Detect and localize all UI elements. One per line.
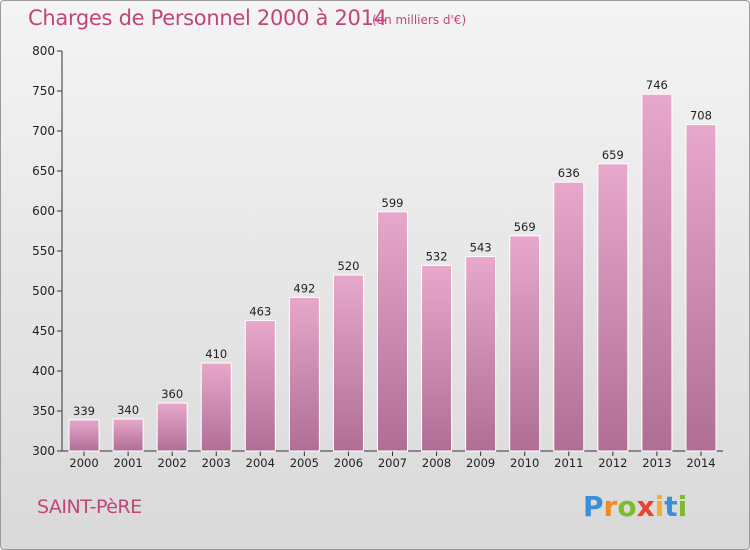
x-tick-label: 2012 [598, 456, 627, 470]
data-label: 360 [161, 387, 183, 401]
logo-letter: P [583, 490, 604, 523]
logo-letter: r [603, 490, 618, 523]
bars [68, 93, 717, 452]
bar [332, 274, 364, 452]
data-label: 599 [382, 196, 404, 210]
chart-title: Charges de Personnel 2000 à 2014 [28, 6, 387, 30]
y-tick-label: 450 [32, 324, 55, 338]
bar [112, 418, 144, 452]
y-tick-label: 350 [32, 404, 55, 418]
commune-name: SAINT-PèRE [37, 496, 142, 518]
data-label: 636 [558, 166, 580, 180]
bar [509, 235, 541, 452]
y-tick-label: 550 [32, 244, 55, 258]
logo-letter: t [664, 490, 678, 523]
logo-letter: x [636, 490, 655, 523]
y-tick-label: 500 [32, 284, 55, 298]
x-tick-label: 2010 [510, 456, 539, 470]
bar [200, 362, 232, 452]
labels: 339 2000 340 2001 360 2002 410 2003 463 2004 492 20… [69, 78, 715, 470]
chart-unit: (en milliers d'€) [372, 13, 467, 27]
bar [685, 124, 717, 452]
bar [641, 93, 673, 452]
data-label: 746 [646, 78, 668, 92]
data-label: 543 [470, 241, 492, 255]
y-tick-label: 300 [32, 444, 55, 458]
bar [421, 264, 453, 452]
y-tick-label: 800 [32, 44, 55, 58]
logo-letter: o [617, 490, 637, 523]
bar [377, 211, 408, 452]
data-label: 340 [117, 403, 139, 417]
data-label: 532 [426, 249, 448, 263]
proxiti-logo[interactable]: Proxiti [583, 490, 687, 523]
logo-letter: i [677, 490, 688, 523]
y-tick-label: 600 [32, 204, 55, 218]
x-tick-label: 2006 [334, 456, 363, 470]
bar [553, 181, 585, 452]
x-tick-label: 2007 [378, 456, 407, 470]
y-tick-label: 650 [32, 164, 55, 178]
data-label: 339 [73, 404, 95, 418]
x-tick-label: 2009 [466, 456, 495, 470]
data-label: 708 [690, 109, 712, 123]
x-tick-label: 2003 [202, 456, 231, 470]
data-label: 492 [293, 281, 315, 295]
data-label: 520 [337, 259, 359, 273]
bar [288, 296, 320, 452]
x-tick-label: 2002 [158, 456, 187, 470]
x-tick-label: 2013 [642, 456, 671, 470]
data-label: 410 [205, 347, 227, 361]
bar [465, 256, 497, 452]
y-tick-label: 700 [32, 124, 55, 138]
logo-letter: i [654, 490, 665, 523]
x-tick-label: 2004 [246, 456, 275, 470]
x-tick-label: 2001 [113, 456, 142, 470]
data-label: 463 [249, 305, 271, 319]
x-tick-label: 2014 [686, 456, 715, 470]
data-label: 569 [514, 220, 536, 234]
x-tick-label: 2008 [422, 456, 451, 470]
axes: 300 350 400 450 500 550 600 650 700 750 800 [32, 44, 723, 458]
y-tick-label: 750 [32, 84, 55, 98]
bar [156, 402, 188, 452]
y-tick-label: 400 [32, 364, 55, 378]
bar [597, 163, 629, 452]
x-tick-label: 2005 [290, 456, 319, 470]
bar [244, 320, 276, 452]
x-tick-label: 2000 [69, 456, 98, 470]
x-tick-label: 2011 [554, 456, 583, 470]
bar [68, 419, 100, 452]
data-label: 659 [602, 148, 624, 162]
